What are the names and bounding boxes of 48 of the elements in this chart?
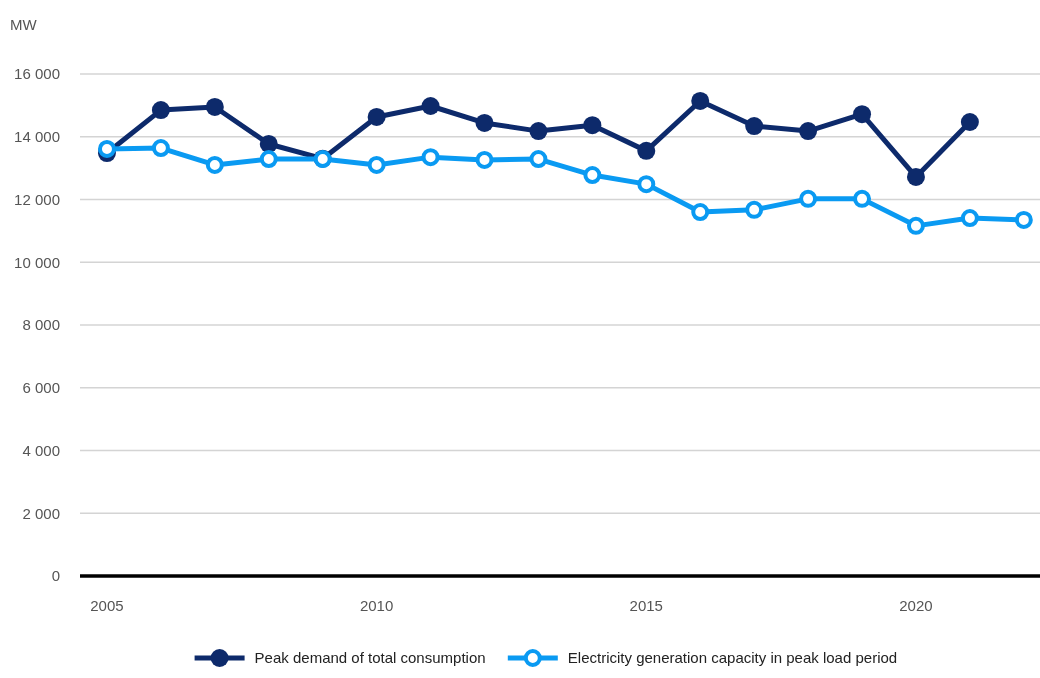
point [906, 167, 925, 186]
point [205, 97, 224, 116]
point [583, 166, 602, 185]
x-tick-label: 2005 [90, 597, 124, 614]
y-tick-label: 14 000 [14, 128, 60, 145]
y-axis-title: MW [10, 16, 38, 33]
y-tick-label: 8 000 [22, 316, 60, 334]
point [259, 134, 278, 153]
point [799, 122, 818, 141]
point [960, 113, 979, 131]
point [853, 189, 872, 208]
y-tick-label: 16 000 [14, 65, 60, 83]
legend-label: Electricity generation capacity in peak load period [567, 649, 898, 666]
point [1014, 210, 1033, 229]
point [745, 200, 764, 219]
point [151, 139, 170, 158]
point [475, 150, 494, 169]
y-tick-label: 4 000 [22, 441, 60, 459]
y-tick-label: 0 [51, 567, 60, 585]
point [799, 189, 818, 208]
point [906, 216, 925, 235]
point [529, 150, 548, 169]
x-tick-label: 2020 [899, 597, 933, 614]
point [421, 148, 440, 167]
point [691, 91, 710, 110]
point [637, 141, 656, 160]
point [421, 97, 440, 115]
point [97, 139, 116, 158]
legend-label: Peak demand of total consumption [254, 649, 486, 666]
point [529, 122, 548, 141]
x-tick-label: 2015 [629, 597, 663, 614]
point [583, 116, 602, 135]
point [367, 107, 386, 126]
point [367, 155, 386, 174]
point [745, 117, 764, 136]
point [960, 209, 979, 228]
point [853, 105, 872, 124]
point [475, 113, 494, 132]
point [259, 150, 278, 169]
point [637, 175, 656, 194]
point [205, 155, 224, 174]
x-tick-label: 2010 [359, 597, 394, 614]
point [151, 101, 170, 120]
y-tick-label: 10 000 [14, 253, 60, 271]
point [691, 203, 710, 222]
y-tick-label: 2 000 [22, 504, 60, 522]
y-tick-label: 6 000 [22, 379, 60, 396]
y-tick-label: 12 000 [14, 190, 60, 208]
